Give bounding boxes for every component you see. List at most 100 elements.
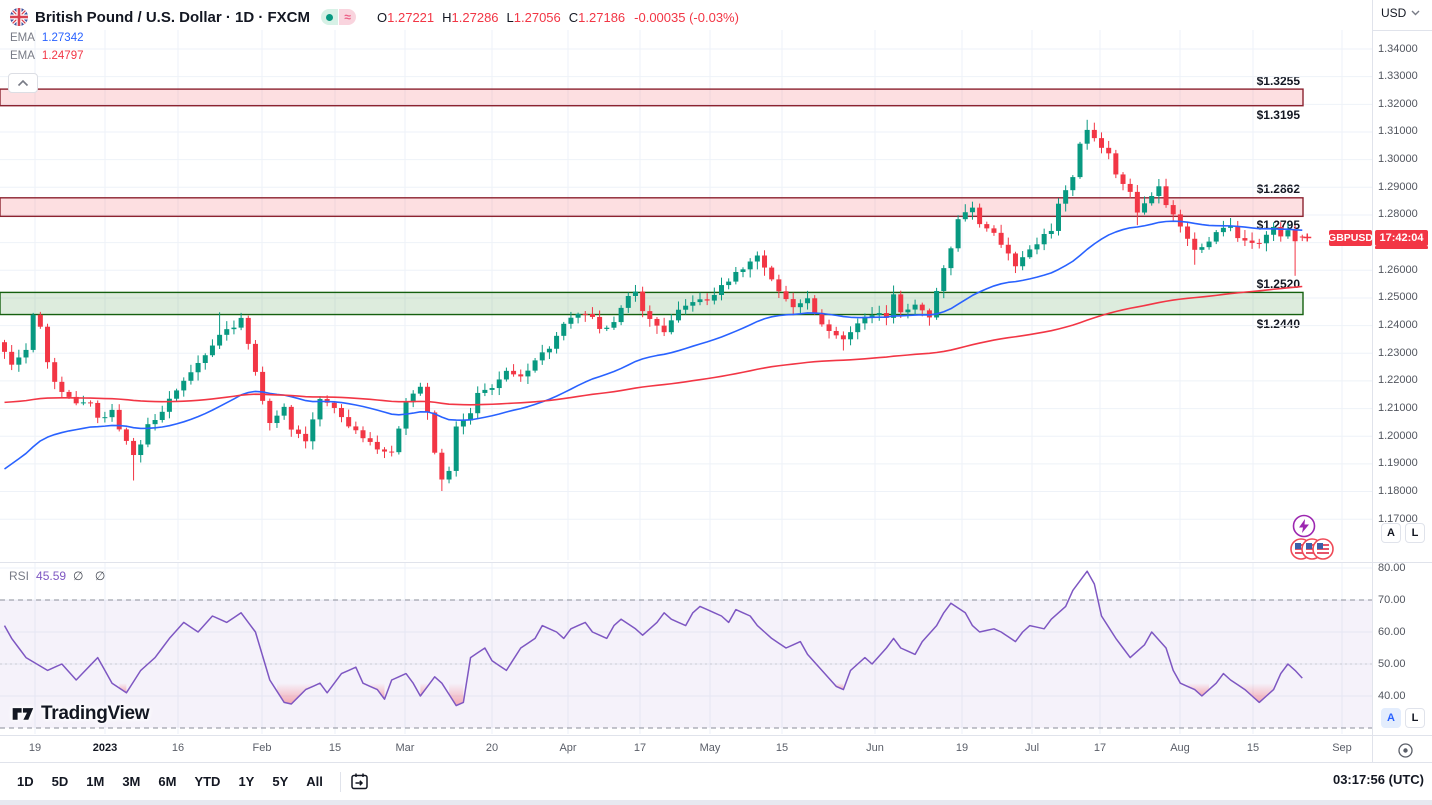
range-button-1y[interactable]: 1Y (229, 769, 263, 794)
time-axis-label: 2023 (92, 742, 118, 754)
candle-body (360, 430, 366, 439)
currency-selector[interactable]: USD (1381, 6, 1420, 20)
delayed-data-icon[interactable]: ≈ (339, 9, 357, 25)
price-level-label: $1.2440 (1256, 316, 1300, 331)
symbol-title[interactable]: British Pound / U.S. Dollar · 1D · FXCM (35, 8, 311, 26)
candle-body (726, 281, 732, 286)
support-resistance-zones (0, 88, 1304, 316)
price-scale-label: 1.17000 (1378, 512, 1418, 525)
time-axis-label: 16 (171, 742, 185, 754)
candle-body (862, 316, 868, 324)
rsi-scale-buttons: A L (1381, 708, 1425, 728)
ema-fast-value: 1.27342 (41, 32, 84, 44)
candle-body (625, 295, 631, 308)
rsi-line (3, 570, 1303, 707)
range-button-1d[interactable]: 1D (8, 769, 43, 794)
time-axis-label: 20 (485, 742, 499, 754)
candle-body (1263, 234, 1269, 244)
candle-body (977, 207, 983, 225)
candle-body (338, 407, 344, 418)
candle-body (747, 261, 753, 270)
candle-body (52, 362, 58, 382)
time-axis-label: 15 (1246, 742, 1260, 754)
candle-body (754, 255, 760, 262)
candle-body (1134, 191, 1140, 213)
candle-body (1012, 253, 1018, 267)
scale-settings-icon[interactable] (1397, 742, 1414, 759)
candle-body (346, 417, 352, 427)
ema-slow-line (4, 285, 1303, 406)
candle-body (1228, 226, 1234, 228)
candle-body (912, 304, 918, 310)
tradingview-logo[interactable]: TradingView (10, 701, 150, 726)
range-button-ytd[interactable]: YTD (185, 769, 229, 794)
candle-body (532, 360, 538, 371)
time-axis-label: Sep (1332, 742, 1352, 754)
candle-body (812, 298, 818, 313)
price-scale-label: 1.23000 (1378, 346, 1418, 359)
candle-body (991, 228, 997, 233)
rsi-header[interactable]: RSI 45.59 ∅ ∅ (9, 569, 109, 583)
price-scale-label: 1.22000 (1378, 374, 1418, 387)
range-button-all[interactable]: All (297, 769, 332, 794)
scale-divider (1372, 30, 1432, 31)
candle-body (353, 426, 359, 431)
candle-body (496, 379, 502, 389)
market-open-icon[interactable] (321, 9, 339, 25)
candle-body (876, 313, 882, 316)
candle-body (468, 413, 474, 421)
price-scale-label: 1.34000 (1378, 42, 1418, 55)
symbol-price-badge[interactable]: GBPUSD (1328, 229, 1373, 246)
candle-body (231, 327, 237, 330)
candle-body (926, 310, 932, 318)
candle-body (1055, 203, 1061, 231)
candle-body (267, 400, 273, 424)
range-button-5d[interactable]: 5D (43, 769, 78, 794)
candle-body (554, 335, 560, 349)
candle-body (245, 317, 251, 344)
candle-body (1113, 153, 1119, 175)
log-scale-button[interactable]: L (1405, 523, 1425, 543)
candle-body (941, 268, 947, 291)
candle-body (819, 312, 825, 325)
collapse-pane-button[interactable] (8, 73, 38, 93)
utc-clock[interactable]: 03:17:56 (UTC) (1332, 772, 1424, 787)
candle-body (389, 451, 395, 453)
candle-body (439, 452, 445, 480)
tradingview-logo-icon (12, 708, 34, 720)
candle-body (238, 317, 244, 328)
candle-body (1278, 226, 1284, 237)
candle-body (403, 402, 409, 429)
range-button-6m[interactable]: 6M (149, 769, 185, 794)
candle-body (783, 291, 789, 300)
currency-label: USD (1381, 6, 1407, 20)
candle-body (123, 429, 129, 441)
candle-body (697, 299, 703, 303)
candle-body (1163, 186, 1169, 206)
toolbar-divider (339, 771, 341, 792)
range-button-3m[interactable]: 3M (113, 769, 149, 794)
range-button-1m[interactable]: 1M (77, 769, 113, 794)
candle-body (1220, 227, 1226, 233)
ema-slow-row[interactable]: EMA 1.24797 (10, 50, 84, 62)
ema-fast-row[interactable]: EMA 1.27342 (10, 32, 84, 44)
rsi-auto-scale-button[interactable]: A (1381, 708, 1401, 728)
range-buttons: 1D 5D 1M 3M 6M YTD 1Y 5Y All (8, 769, 332, 794)
candle-body (317, 399, 323, 420)
rsi-log-scale-button[interactable]: L (1405, 708, 1425, 728)
event-markers (1290, 514, 1334, 560)
price-scale-label: 1.26000 (1378, 263, 1418, 276)
price-scale-label: 1.19000 (1378, 457, 1418, 470)
grid-lines (0, 30, 1372, 734)
candle-body (582, 313, 588, 315)
candle-body (382, 449, 388, 452)
candle-body (274, 415, 280, 424)
candle-body (998, 232, 1004, 245)
candle-body (16, 357, 22, 365)
auto-scale-button[interactable]: A (1381, 523, 1401, 543)
range-button-5y[interactable]: 5Y (263, 769, 297, 794)
go-to-date-icon[interactable] (349, 771, 370, 792)
candle-body (661, 325, 667, 333)
candle-body (1249, 240, 1255, 243)
